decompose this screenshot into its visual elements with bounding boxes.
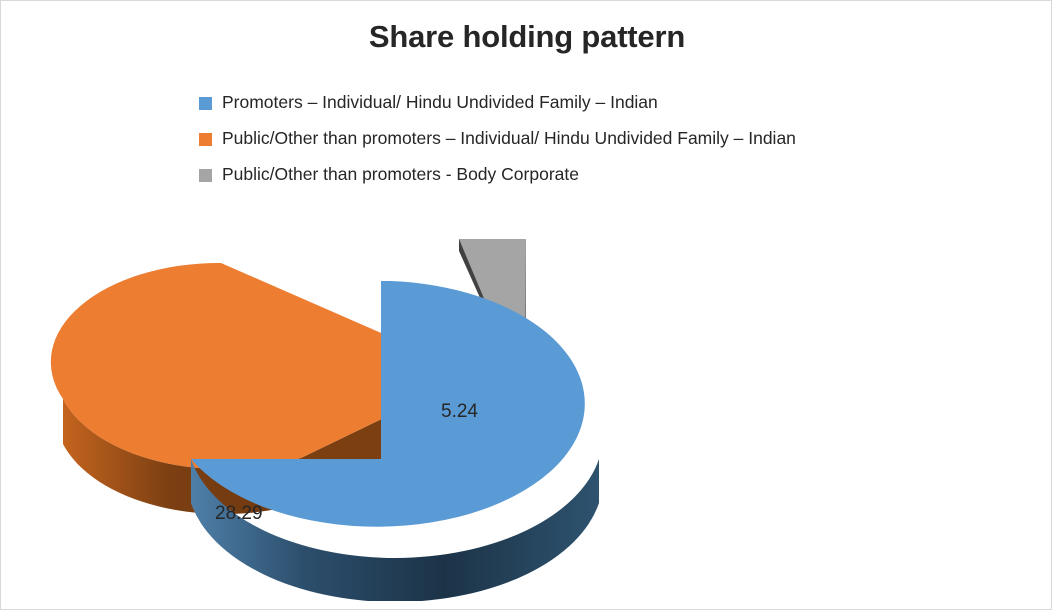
pie-slice-blue-top: [191, 281, 585, 527]
legend-item-public-body-corporate[interactable]: Public/Other than promoters - Body Corpo…: [199, 157, 959, 193]
pie-slice-blue[interactable]: [191, 281, 599, 602]
legend-item-label: Public/Other than promoters - Body Corpo…: [222, 164, 579, 185]
legend-item-label: Promoters – Individual/ Hindu Undivided …: [222, 92, 658, 113]
legend-swatch-blue-icon: [199, 96, 212, 110]
legend-swatch-gray-icon: [199, 168, 212, 182]
data-label-gray: 5.24: [441, 401, 478, 422]
legend-item-public-individual[interactable]: Public/Other than promoters – Individual…: [199, 121, 959, 157]
data-label-orange: 28.29: [215, 503, 263, 524]
chart-legend: Promoters – Individual/ Hindu Undivided …: [199, 85, 959, 193]
pie-slice-orange-top: [50, 262, 476, 470]
pie-chart-svg: [50, 239, 599, 602]
legend-item-promoters-individual[interactable]: Promoters – Individual/ Hindu Undivided …: [199, 85, 959, 121]
pie-slice-blue-side: [191, 459, 599, 602]
legend-swatch-orange-icon: [199, 132, 212, 146]
legend-item-label: Public/Other than promoters – Individual…: [222, 128, 796, 149]
pie-chart-plot-area: 5.24 28.29 66.47: [1, 191, 1051, 602]
page-title: Share holding pattern: [368, 19, 686, 54]
